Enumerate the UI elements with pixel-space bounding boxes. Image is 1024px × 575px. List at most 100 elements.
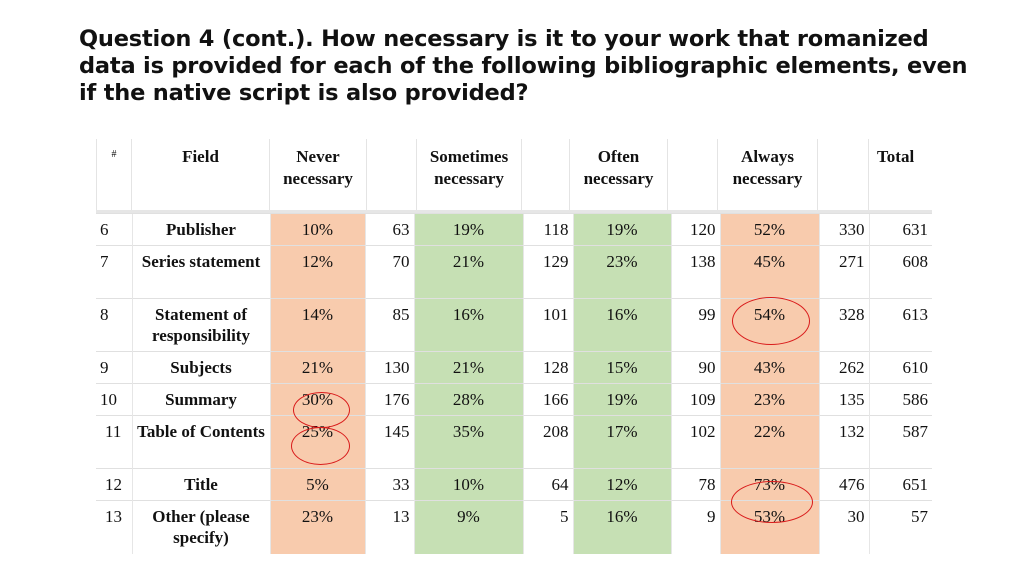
always-count: 262 [818,351,869,384]
header-often-count [667,139,717,212]
often-count: 109 [670,383,720,416]
always-count: 30 [818,500,869,554]
never-percent: 23% [269,500,365,554]
table-row: 7 Series statement 12% 70 21% 129 23% 13… [96,245,932,299]
often-percent: 19% [572,383,671,416]
always-count: 132 [818,415,869,469]
always-count: 328 [818,298,869,352]
field-name: Table of Contents [131,415,270,469]
often-percent: 16% [572,500,671,554]
header-divider [96,210,932,213]
header-total: Total [868,139,932,212]
row-number: 12 [96,468,132,501]
often-count: 78 [670,468,720,501]
always-percent: 43% [719,351,819,384]
often-count: 102 [670,415,720,469]
always-count: 135 [818,383,869,416]
highlight-circle-toc-never [291,427,350,465]
field-name: Title [131,468,270,501]
always-percent: 22% [719,415,819,469]
total-count: 613 [868,298,932,352]
often-count: 9 [670,500,720,554]
sometimes-count: 64 [522,468,573,501]
often-percent: 12% [572,468,671,501]
total-count: 586 [868,383,932,416]
header-always: Always necessary [717,139,817,212]
never-percent: 14% [269,298,365,352]
always-percent: 23% [719,383,819,416]
sometimes-percent: 35% [413,415,523,469]
table-row: 10 Summary 30% 176 28% 166 19% 109 23% 1… [96,383,932,416]
sometimes-percent: 21% [413,351,523,384]
sometimes-percent: 9% [413,500,523,554]
sometimes-percent: 21% [413,245,523,299]
never-percent: 12% [269,245,365,299]
row-number: 10 [96,383,132,416]
never-percent: 21% [269,351,365,384]
often-count: 90 [670,351,720,384]
highlight-circle-title-always [731,481,813,523]
field-name: Subjects [131,351,270,384]
header-never-count [366,139,416,212]
sometimes-count: 208 [522,415,573,469]
never-count: 176 [364,383,414,416]
total-count: 57 [868,500,932,554]
header-sometimes: Sometimes necessary [416,139,521,212]
sometimes-count: 101 [522,298,573,352]
sometimes-count: 129 [522,245,573,299]
total-count: 608 [868,245,932,299]
total-count: 610 [868,351,932,384]
header-often: Often necessary [569,139,667,212]
header-always-count [817,139,868,212]
often-percent: 15% [572,351,671,384]
row-number: 9 [96,351,132,384]
sometimes-percent: 10% [413,468,523,501]
sometimes-count: 128 [522,351,573,384]
field-name: Other (please specify) [131,500,270,554]
results-table: 6 Publisher 10% 63 19% 118 19% 120 52% 3… [96,213,932,554]
sometimes-percent: 16% [413,298,523,352]
total-count: 587 [868,415,932,469]
header-hash: # [96,139,131,212]
never-percent: 5% [269,468,365,501]
total-count: 631 [868,213,932,246]
row-number: 11 [96,415,132,469]
header-sometimes-count [521,139,569,212]
always-count: 330 [818,213,869,246]
never-count: 70 [364,245,414,299]
slide-title: Question 4 (cont.). How necessary is it … [79,26,968,106]
never-count: 145 [364,415,414,469]
table-row: 11 Table of Contents 25% 145 35% 208 17%… [96,415,932,469]
sometimes-count: 118 [522,213,573,246]
header-field: Field [131,139,269,212]
sometimes-percent: 28% [413,383,523,416]
highlight-circle-summary-never [293,392,350,428]
never-count: 33 [364,468,414,501]
often-percent: 19% [572,213,671,246]
sometimes-percent: 19% [413,213,523,246]
always-percent: 52% [719,213,819,246]
table-row: 9 Subjects 21% 130 21% 128 15% 90 43% 26… [96,351,932,384]
sometimes-count: 166 [522,383,573,416]
table-row: 6 Publisher 10% 63 19% 118 19% 120 52% 3… [96,213,932,246]
row-number: 6 [96,213,132,246]
often-percent: 16% [572,298,671,352]
never-count: 130 [364,351,414,384]
header-never: Never necessary [269,139,366,212]
field-name: Summary [131,383,270,416]
row-number: 8 [96,298,132,352]
highlight-circle-statement-always [732,297,810,345]
row-number: 7 [96,245,132,299]
often-percent: 17% [572,415,671,469]
never-count: 63 [364,213,414,246]
often-count: 120 [670,213,720,246]
often-percent: 23% [572,245,671,299]
often-count: 99 [670,298,720,352]
total-count: 651 [868,468,932,501]
never-percent: 10% [269,213,365,246]
always-count: 476 [818,468,869,501]
field-name: Publisher [131,213,270,246]
often-count: 138 [670,245,720,299]
always-count: 271 [818,245,869,299]
always-percent: 45% [719,245,819,299]
